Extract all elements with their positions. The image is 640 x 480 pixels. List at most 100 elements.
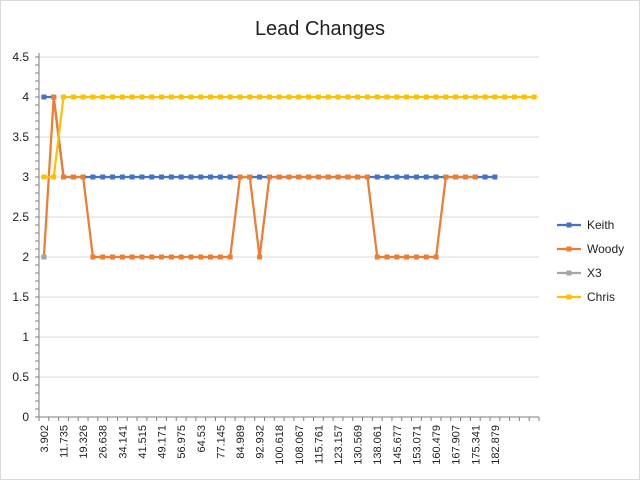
data-point bbox=[198, 254, 204, 260]
data-point bbox=[335, 174, 341, 180]
data-point bbox=[51, 174, 57, 180]
data-point bbox=[443, 174, 449, 180]
data-point bbox=[413, 94, 419, 100]
data-point bbox=[227, 254, 233, 260]
legend: Keith Woody X3 Chris bbox=[557, 218, 624, 304]
data-point bbox=[198, 174, 204, 180]
data-point bbox=[139, 94, 145, 100]
y-tick-label: 1 bbox=[22, 330, 29, 344]
data-point bbox=[276, 94, 282, 100]
data-point bbox=[237, 174, 243, 180]
data-point bbox=[129, 174, 135, 180]
y-tick-label: 1.5 bbox=[12, 290, 29, 304]
data-point bbox=[355, 94, 361, 100]
data-point bbox=[384, 94, 390, 100]
data-point bbox=[453, 174, 459, 180]
data-point bbox=[129, 94, 135, 100]
x-tick-label: 167.907 bbox=[451, 425, 463, 465]
data-point bbox=[168, 254, 174, 260]
x-tick-label: 108.067 bbox=[294, 425, 306, 465]
data-point bbox=[159, 254, 165, 260]
data-point bbox=[208, 174, 214, 180]
data-point bbox=[423, 174, 429, 180]
y-tick-label: 0.5 bbox=[12, 370, 29, 384]
data-point bbox=[462, 94, 468, 100]
data-point bbox=[384, 174, 390, 180]
data-point bbox=[247, 174, 253, 180]
data-point bbox=[315, 174, 321, 180]
x-tick-label: 160.479 bbox=[431, 425, 443, 465]
y-tick-label: 2 bbox=[22, 250, 29, 264]
x-tick-label: 182.879 bbox=[490, 425, 502, 465]
x-tick-label: 100.618 bbox=[274, 425, 286, 465]
data-point bbox=[41, 174, 47, 180]
data-point bbox=[404, 94, 410, 100]
data-point bbox=[404, 174, 410, 180]
data-point bbox=[374, 94, 380, 100]
x-tick-label: 130.569 bbox=[353, 425, 365, 465]
plot-series bbox=[41, 94, 537, 260]
data-point bbox=[413, 254, 419, 260]
data-point bbox=[364, 94, 370, 100]
data-point bbox=[531, 94, 537, 100]
data-point bbox=[364, 174, 370, 180]
data-point bbox=[188, 254, 194, 260]
data-point bbox=[355, 174, 361, 180]
x-tick-label: 3.902 bbox=[39, 425, 51, 453]
legend-item-chris: Chris bbox=[557, 290, 615, 304]
x-tick-label: 19.326 bbox=[78, 425, 90, 459]
data-point bbox=[296, 94, 302, 100]
data-point bbox=[335, 94, 341, 100]
data-point bbox=[237, 94, 243, 100]
data-point bbox=[119, 254, 125, 260]
y-tick-label: 4.5 bbox=[12, 50, 29, 64]
legend-label: Keith bbox=[587, 218, 614, 232]
data-point bbox=[119, 94, 125, 100]
data-point bbox=[374, 254, 380, 260]
data-point bbox=[90, 94, 96, 100]
data-point bbox=[227, 174, 233, 180]
data-point bbox=[462, 174, 468, 180]
data-point bbox=[286, 94, 292, 100]
data-point bbox=[423, 254, 429, 260]
y-tick-label: 3 bbox=[22, 170, 29, 184]
data-point bbox=[433, 254, 439, 260]
legend-item-keith: Keith bbox=[557, 218, 614, 232]
axes: 0 0.5 1 1.5 2 2.5 3 3.5 4 4.5 3.902 11.735 19.326 26.… bbox=[12, 50, 540, 465]
data-point bbox=[168, 174, 174, 180]
gridlines bbox=[39, 56, 539, 418]
legend-swatch-marker bbox=[566, 222, 572, 228]
data-point bbox=[315, 94, 321, 100]
data-point bbox=[168, 94, 174, 100]
data-point bbox=[394, 174, 400, 180]
data-point bbox=[266, 94, 272, 100]
x-tick-label: 153.071 bbox=[411, 425, 423, 465]
data-point bbox=[149, 94, 155, 100]
x-tick-label: 138.061 bbox=[372, 425, 384, 465]
data-point bbox=[90, 254, 96, 260]
data-point bbox=[374, 174, 380, 180]
data-point bbox=[159, 94, 165, 100]
legend-item-x3: X3 bbox=[557, 266, 602, 280]
data-point bbox=[345, 174, 351, 180]
x-tick-label: 115.761 bbox=[313, 425, 325, 464]
data-point bbox=[159, 174, 165, 180]
data-point bbox=[325, 174, 331, 180]
data-point bbox=[80, 174, 86, 180]
data-point bbox=[70, 174, 76, 180]
data-point bbox=[286, 174, 292, 180]
x-tick-label: 77.145 bbox=[215, 425, 227, 459]
data-point bbox=[453, 94, 459, 100]
data-point bbox=[227, 94, 233, 100]
data-point bbox=[296, 174, 302, 180]
legend-item-woody: Woody bbox=[557, 242, 624, 256]
data-point bbox=[413, 174, 419, 180]
x-tick-label: 84.989 bbox=[235, 425, 247, 459]
data-point bbox=[90, 174, 96, 180]
data-point bbox=[325, 94, 331, 100]
data-point bbox=[80, 94, 86, 100]
data-point bbox=[521, 94, 527, 100]
legend-label: Woody bbox=[587, 242, 624, 256]
x-tick-label: 64.53 bbox=[196, 425, 208, 453]
data-point bbox=[482, 174, 488, 180]
